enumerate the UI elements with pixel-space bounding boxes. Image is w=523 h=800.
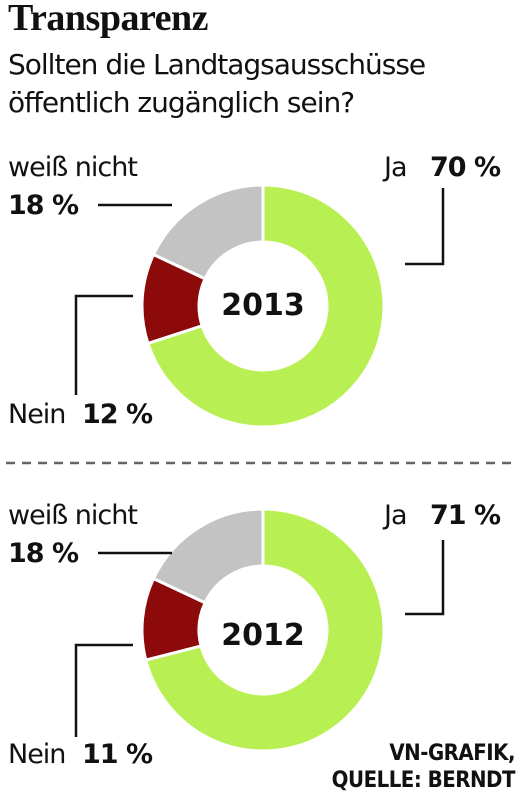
donut-slices-2013	[140, 183, 386, 429]
leader-ja-2012	[405, 540, 445, 616]
credit-line-2: QUELLE: BERNDT	[331, 768, 516, 793]
label-nein-2013: Nein	[8, 399, 65, 430]
donut-center-label-2012: 2012	[221, 618, 305, 653]
donut-chart-2013: 2013 Ja 70 % weiß nicht 18 % Nein 12 %	[8, 152, 502, 430]
value-weiss-nicht-2012: 18 %	[8, 538, 79, 569]
label-weiss-nicht-2012: weiß nicht	[8, 500, 137, 531]
credit-line-1: VN-GRAFIK,	[389, 741, 515, 766]
donut-slice-weiss-nicht-2013	[151, 183, 265, 281]
donut-slice-weiss-nicht-2012	[151, 507, 265, 605]
chart-title: Transparenz	[8, 0, 209, 39]
donut-slice-ja-2013	[146, 183, 386, 429]
label-ja-2013: Ja	[382, 152, 407, 183]
label-weiss-nicht-2013: weiß nicht	[8, 152, 137, 183]
leader-nein-2012	[74, 643, 133, 737]
value-ja-2012: 71 %	[430, 500, 501, 531]
donut-chart-2012: 2012 Ja 71 % weiß nicht 18 % Nein 11 %	[8, 500, 502, 770]
source-credit: VN-GRAFIK, QUELLE: BERNDT	[331, 740, 516, 794]
label-nein-2012: Nein	[8, 739, 65, 770]
donut-slice-ja-2012	[143, 507, 386, 753]
chart-subtitle: Sollten die Landtagsausschüsse öffentlic…	[8, 48, 426, 119]
label-ja-2012: Ja	[382, 500, 407, 531]
value-ja-2013: 70 %	[430, 152, 501, 183]
donut-slices-2012	[140, 507, 386, 753]
value-weiss-nicht-2013: 18 %	[8, 190, 79, 221]
leader-nein-2013	[74, 294, 133, 395]
donut-center-label-2013: 2013	[221, 288, 305, 323]
leader-ja-2013	[405, 188, 445, 266]
value-nein-2013: 12 %	[82, 399, 153, 430]
value-nein-2012: 11 %	[82, 739, 153, 770]
